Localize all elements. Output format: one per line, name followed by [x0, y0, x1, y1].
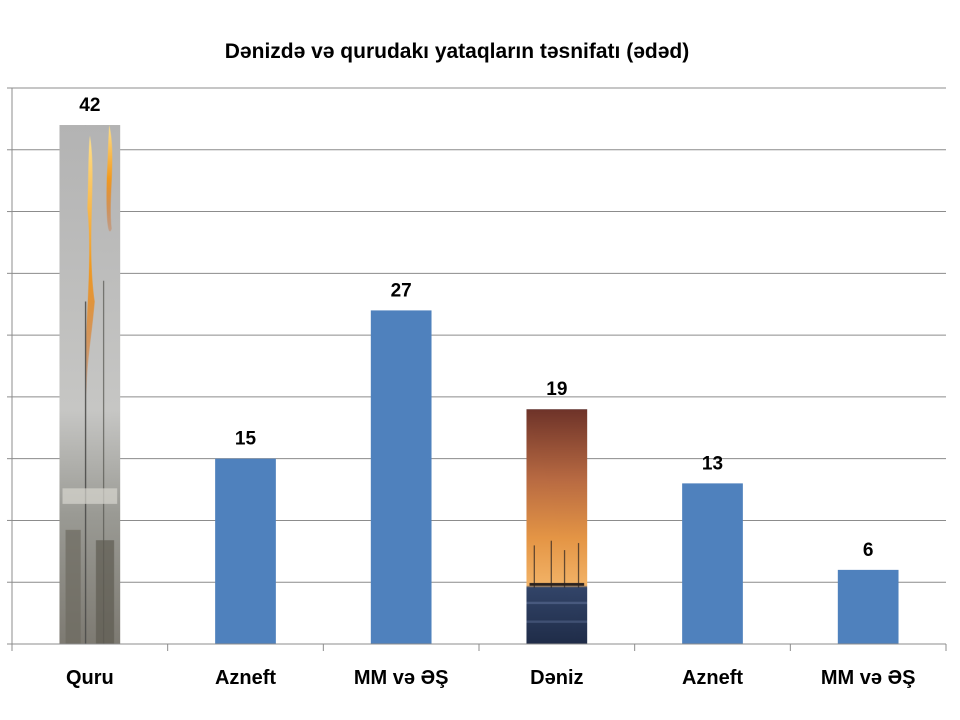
x-tick-label: Azneft [682, 667, 743, 689]
data-label: 6 [863, 540, 874, 561]
data-label: 15 [235, 429, 257, 450]
gridlines [12, 87, 946, 583]
x-tick-label: Azneft [215, 667, 276, 689]
bar [526, 409, 588, 644]
bar [837, 569, 899, 644]
bar [59, 125, 121, 645]
chart-title: Dənizdə və qurudakı yataqların təsnifatı… [225, 40, 689, 63]
x-tick-label: Quru [66, 667, 114, 689]
bar [682, 483, 743, 644]
x-tick-label: MM və ƏŞ [821, 667, 916, 689]
bar [215, 458, 276, 644]
data-label: 13 [702, 453, 723, 474]
x-tick-label: Dəniz [530, 667, 583, 689]
data-label: 19 [546, 379, 567, 400]
x-tick-labels: Quru Azneft MM və ƏŞ Dəniz Azneft MM və ƏŞ [66, 667, 915, 689]
data-label: 27 [391, 280, 412, 301]
x-ticks [7, 87, 947, 651]
data-labels: 42 15 27 19 13 6 [79, 95, 873, 561]
bars [59, 125, 899, 645]
bar [370, 310, 432, 644]
data-label: 42 [79, 95, 100, 116]
x-tick-label: MM və ƏŞ [354, 667, 449, 689]
